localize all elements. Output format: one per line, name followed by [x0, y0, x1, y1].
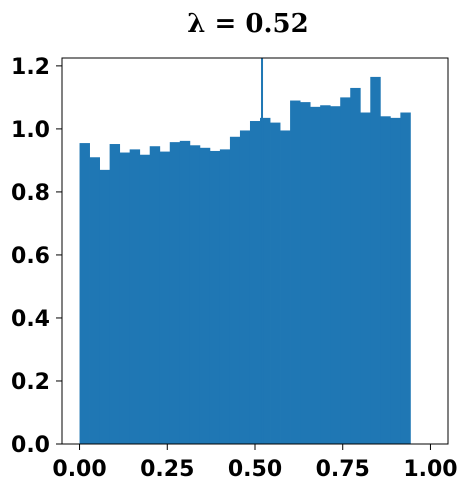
histogram-bar [129, 149, 141, 445]
histogram-bar [119, 152, 131, 444]
histogram-bar [280, 130, 291, 445]
histogram-bar [310, 106, 321, 444]
histogram-bar [169, 142, 181, 444]
histogram-bar [209, 150, 221, 444]
histogram-bar [400, 112, 411, 445]
y-tick-label: 0.4 [11, 307, 50, 332]
histogram-bar [229, 136, 241, 444]
histogram-bar [159, 151, 171, 444]
histogram-bar [290, 100, 301, 445]
histogram-bar [199, 147, 211, 444]
x-axis: 0.00 0.25 0.50 0.75 1.00 [52, 444, 458, 482]
y-tick-label: 1.2 [11, 55, 50, 80]
y-tick-label: 1.0 [11, 118, 50, 143]
bars-group [79, 76, 411, 445]
x-tick-label: 1.00 [403, 457, 457, 482]
y-tick-label: 0.2 [11, 370, 50, 395]
histogram-bar [179, 140, 191, 445]
histogram-bar [300, 102, 311, 444]
y-tick-label: 0.6 [11, 244, 50, 269]
histogram-bar [149, 146, 161, 444]
x-tick-label: 0.50 [228, 457, 282, 482]
histogram-bar [89, 157, 100, 444]
chart-title: λ = 0.52 [187, 9, 308, 39]
histogram-bar [340, 97, 351, 444]
histogram-bar [139, 154, 151, 444]
histogram-bar [350, 87, 361, 444]
y-tick-label: 0.0 [11, 433, 50, 458]
histogram-bar [330, 106, 341, 445]
histogram-bar [109, 144, 121, 444]
histogram-bar [390, 117, 401, 444]
histogram-bar [79, 143, 90, 444]
histogram-bar [189, 145, 201, 444]
histogram-bar [260, 117, 271, 444]
histogram-bar [249, 121, 261, 444]
histogram-bar [380, 116, 391, 444]
histogram-bar [320, 105, 331, 444]
y-tick-label: 0.8 [11, 181, 50, 206]
histogram-bar [99, 169, 111, 445]
x-tick-label: 0.00 [52, 457, 106, 482]
y-axis: 0.0 0.2 0.4 0.6 0.8 1.0 1.2 [11, 55, 62, 458]
histogram-bar [270, 122, 281, 444]
histogram-bar [239, 130, 251, 445]
histogram-bar [370, 76, 381, 444]
histogram-bar [360, 112, 371, 445]
x-tick-label: 0.75 [316, 457, 370, 482]
x-tick-label: 0.25 [140, 457, 194, 482]
histogram-bar [219, 149, 231, 445]
